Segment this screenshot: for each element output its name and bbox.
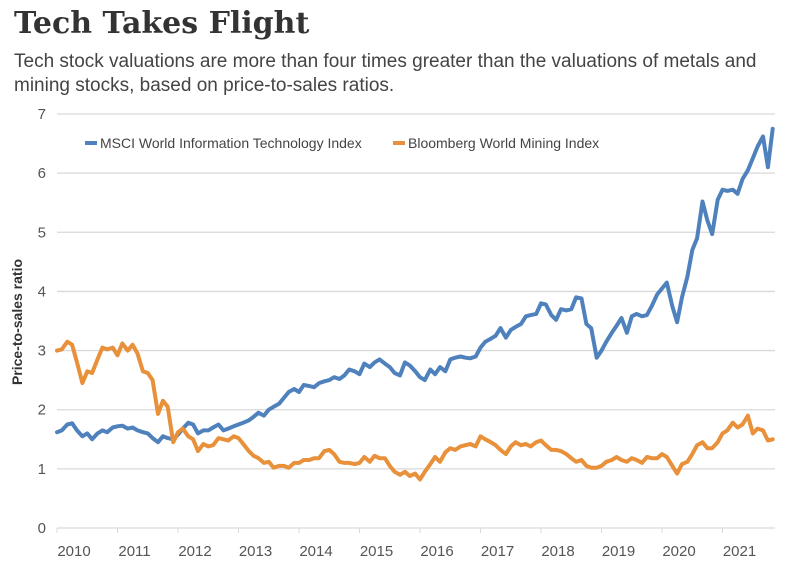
y-axis-ticks: 0 1 2 3 4 5 6 7 (38, 106, 46, 537)
y-axis-label: Price-to-sales ratio (9, 259, 25, 385)
series-line-bloomberg-mining (55, 339, 775, 482)
y-tick-label: 0 (38, 520, 46, 537)
x-tick-label: 2021 (723, 543, 756, 560)
y-tick-label: 3 (38, 343, 46, 360)
chart-subtitle: Tech stock valuations are more than four… (14, 51, 757, 96)
series-lines (55, 126, 775, 482)
series-line-msci-it (55, 126, 775, 445)
legend-label: Bloomberg World Mining Index (408, 135, 599, 151)
x-tick-label: 2010 (57, 543, 90, 560)
x-tick-label: 2018 (541, 543, 574, 560)
chart-title: Tech Takes Flight (14, 6, 310, 41)
x-tick-label: 2020 (662, 543, 695, 560)
y-tick-label: 7 (38, 106, 46, 123)
y-tick-label: 6 (38, 165, 46, 182)
y-tick-label: 4 (38, 283, 46, 300)
gridlines (57, 113, 775, 529)
x-tick-label: 2015 (360, 543, 393, 560)
legend-swatch (85, 141, 97, 145)
x-tick-label: 2012 (178, 543, 211, 560)
y-tick-label: 2 (38, 402, 46, 419)
legend: MSCI World Information Technology Index B… (85, 135, 599, 151)
x-tick-label: 2011 (118, 543, 150, 560)
x-axis-ticks: 2010 2011 2012 2013 2014 2015 2016 2017 2018 2019… (56, 528, 756, 560)
x-tick-label: 2017 (481, 543, 514, 560)
x-tick-label: 2013 (239, 543, 272, 560)
legend-swatch (393, 141, 405, 145)
y-tick-label: 5 (38, 224, 46, 241)
y-tick-label: 1 (38, 461, 46, 478)
legend-label: MSCI World Information Technology Index (100, 135, 362, 151)
x-tick-label: 2016 (420, 543, 453, 560)
x-tick-label: 2019 (602, 543, 635, 560)
x-tick-label: 2014 (299, 543, 332, 560)
